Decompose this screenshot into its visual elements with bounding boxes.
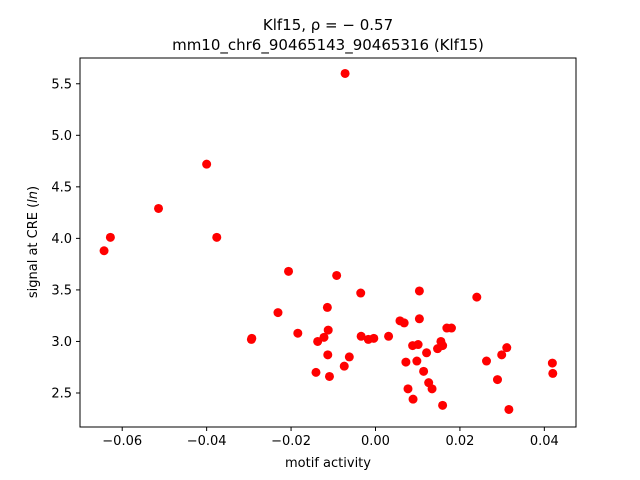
data-point bbox=[340, 68, 350, 78]
data-point bbox=[472, 292, 482, 302]
data-point bbox=[502, 343, 512, 353]
data-point bbox=[344, 352, 354, 362]
y-tick-label: 3.0 bbox=[51, 335, 72, 350]
x-axis-label: motif activity bbox=[285, 456, 371, 471]
data-point bbox=[413, 340, 423, 350]
data-point bbox=[482, 356, 492, 366]
y-tick-label: 3.5 bbox=[51, 283, 72, 298]
data-point bbox=[293, 328, 303, 338]
chart-title-line2: mm10_chr6_90465143_90465316 (Klf15) bbox=[172, 36, 484, 55]
data-point bbox=[311, 367, 321, 377]
plot-area-frame bbox=[79, 57, 577, 428]
y-axis-label-italic: ln bbox=[26, 191, 41, 203]
data-point bbox=[105, 232, 115, 242]
data-point bbox=[438, 400, 448, 410]
data-point bbox=[548, 368, 558, 378]
y-axis-label: signal at CRE (ln) bbox=[26, 186, 41, 298]
data-point bbox=[323, 350, 333, 360]
data-point bbox=[369, 333, 379, 343]
data-points bbox=[99, 68, 558, 414]
data-point bbox=[547, 358, 557, 368]
data-point bbox=[99, 246, 109, 256]
y-tick-label: 4.5 bbox=[51, 180, 72, 195]
data-point bbox=[339, 361, 349, 371]
chart-title-line1: Klf15, ρ = − 0.57 bbox=[263, 16, 393, 34]
data-point bbox=[212, 232, 222, 242]
y-tick-label: 5.5 bbox=[51, 77, 72, 92]
data-point bbox=[504, 404, 514, 414]
y-axis: 2.5 3.0 3.5 4.0 4.5 5.0 5.5 bbox=[51, 77, 80, 401]
x-axis: −0.06 −0.04 −0.02 0.00 0.02 0.04 bbox=[102, 427, 559, 449]
data-point bbox=[414, 314, 424, 324]
data-point bbox=[497, 350, 507, 360]
data-point bbox=[323, 325, 333, 335]
data-point bbox=[492, 375, 502, 385]
x-tick-label: 0.04 bbox=[530, 434, 559, 449]
x-tick-label: −0.06 bbox=[102, 434, 142, 449]
data-point bbox=[324, 371, 334, 381]
data-point bbox=[356, 331, 366, 341]
data-point bbox=[422, 348, 432, 358]
data-point bbox=[414, 286, 424, 296]
data-point bbox=[322, 302, 332, 312]
y-tick-label: 5.0 bbox=[51, 129, 72, 144]
y-tick-label: 2.5 bbox=[51, 386, 72, 401]
data-point bbox=[284, 266, 294, 276]
x-tick-label: 0.02 bbox=[445, 434, 474, 449]
x-tick-label: −0.02 bbox=[271, 434, 311, 449]
data-point bbox=[446, 323, 456, 333]
data-point bbox=[427, 384, 437, 394]
y-axis-label-end: ) bbox=[26, 186, 41, 191]
data-point bbox=[247, 333, 257, 343]
data-point bbox=[408, 394, 418, 404]
data-point bbox=[438, 341, 448, 351]
data-point bbox=[384, 331, 394, 341]
data-point bbox=[403, 384, 413, 394]
data-point bbox=[356, 288, 366, 298]
y-tick-label: 4.0 bbox=[51, 232, 72, 247]
x-tick-label: 0.00 bbox=[361, 434, 390, 449]
data-point bbox=[399, 318, 409, 328]
data-point bbox=[154, 203, 164, 213]
data-point bbox=[412, 356, 422, 366]
data-point bbox=[332, 270, 342, 280]
x-tick-label: −0.04 bbox=[187, 434, 227, 449]
data-point bbox=[419, 366, 429, 376]
data-point bbox=[319, 332, 329, 342]
data-point bbox=[202, 159, 212, 169]
y-axis-label-main: signal at CRE ( bbox=[26, 203, 41, 298]
data-point bbox=[401, 357, 411, 367]
data-point bbox=[273, 308, 283, 318]
